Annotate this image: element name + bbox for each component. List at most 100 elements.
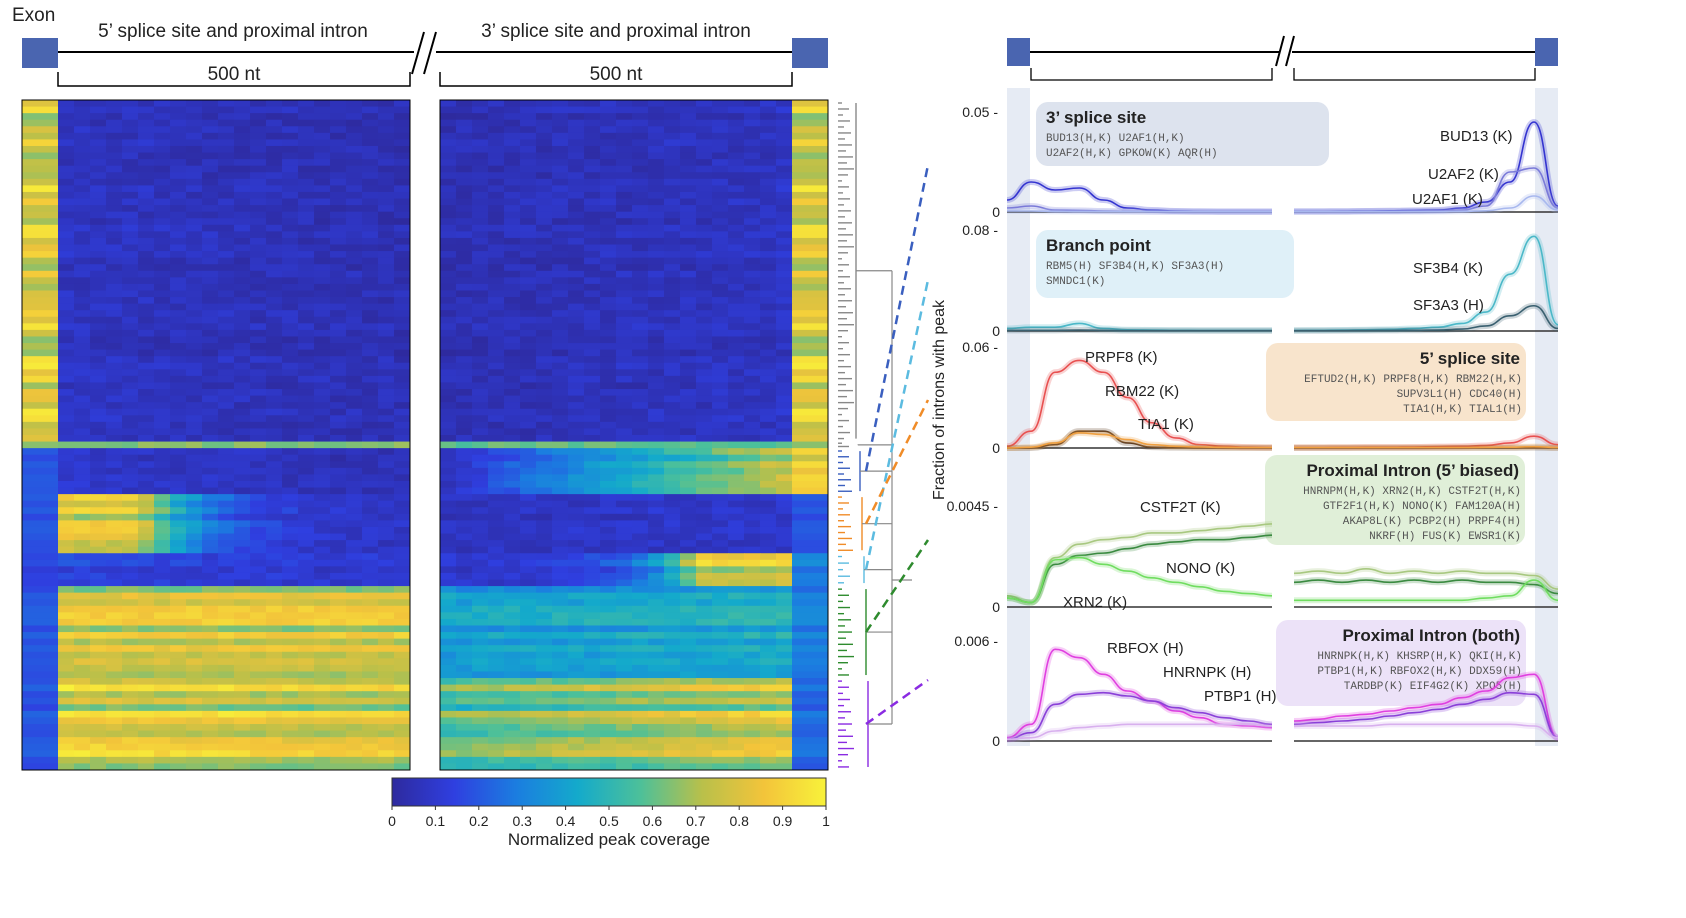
heatmap-cell xyxy=(202,277,219,285)
heatmap-cell xyxy=(616,126,633,134)
heatmap-cell xyxy=(664,586,681,594)
heatmap-cell xyxy=(584,126,601,134)
heatmap-cell xyxy=(154,205,171,213)
heatmap-cell xyxy=(504,145,521,154)
heatmap-cell xyxy=(552,165,569,173)
heatmap-cell xyxy=(600,533,617,541)
heatmap-cell xyxy=(696,369,713,377)
heatmap-cell xyxy=(456,487,473,495)
heatmap-cell xyxy=(536,704,553,712)
heatmap-cell xyxy=(520,369,537,377)
heatmap-cell xyxy=(616,283,633,291)
heatmap-cell xyxy=(792,126,828,134)
heatmap-cell xyxy=(696,237,713,246)
heatmap-cell xyxy=(122,218,139,226)
heatmap-cell xyxy=(776,290,793,298)
heatmap-cell xyxy=(600,500,617,508)
heatmap-cell xyxy=(74,132,91,140)
heatmap-row xyxy=(22,710,828,718)
heatmap-cell xyxy=(600,520,617,528)
heatmap-cell xyxy=(154,632,171,640)
heatmap-cell xyxy=(186,592,203,600)
heatmap-cell xyxy=(760,185,777,193)
heatmap-cell xyxy=(440,231,457,239)
heatmap-cell xyxy=(472,605,489,613)
heatmap-cell xyxy=(378,717,395,725)
heatmap-cell xyxy=(600,494,617,502)
heatmap-cell xyxy=(122,697,139,705)
heatmap-cell xyxy=(680,737,697,745)
heatmap-cell xyxy=(234,678,251,686)
heatmap-cell xyxy=(122,132,139,140)
heatmap-cell xyxy=(234,605,251,613)
heatmap-cell xyxy=(138,369,155,377)
heatmap-cell xyxy=(154,310,171,318)
heatmap-cell xyxy=(792,566,828,574)
heatmap-cell xyxy=(330,743,347,751)
heatmap-cell xyxy=(536,625,553,633)
heatmap-cell xyxy=(616,402,633,410)
heatmap-cell xyxy=(776,717,793,725)
heatmap-cell xyxy=(362,513,379,521)
heatmap-cell xyxy=(680,119,697,127)
heatmap-cell xyxy=(362,237,379,246)
heatmap-cell xyxy=(90,520,107,528)
heatmap-cell xyxy=(472,448,489,456)
heatmap-cell xyxy=(234,145,251,154)
heatmap-cell xyxy=(728,592,745,600)
heatmap-cell xyxy=(170,277,187,285)
heatmap-cell xyxy=(90,224,107,232)
heatmap-cell xyxy=(298,526,315,535)
heatmap-cell xyxy=(584,737,601,745)
heatmap-cell xyxy=(74,251,91,259)
heatmap-cell xyxy=(552,244,569,252)
heatmap-cell xyxy=(760,500,777,508)
heatmap-cell xyxy=(520,717,537,725)
heatmap-cell xyxy=(520,402,537,410)
heatmap-cell xyxy=(680,763,697,771)
heatmap-cell xyxy=(792,474,828,482)
heatmap-cell xyxy=(186,612,203,620)
heatmap-cell xyxy=(648,100,665,108)
heatmap-cell xyxy=(22,546,58,554)
heatmap-cell xyxy=(266,375,283,383)
heatmap-cell xyxy=(298,572,315,581)
heatmap-cell xyxy=(504,113,521,121)
heatmap-cell xyxy=(552,638,569,646)
heatmap-cell xyxy=(568,165,585,173)
heatmap-cell xyxy=(792,270,828,278)
heatmap-cell xyxy=(728,763,745,771)
heatmap-cell xyxy=(536,513,553,521)
heatmap-cell xyxy=(90,165,107,173)
heatmap-cell xyxy=(696,198,713,206)
heatmap-cell xyxy=(202,533,219,541)
heatmap-cell xyxy=(378,750,395,758)
heatmap-cell xyxy=(202,691,219,699)
heatmap-cell xyxy=(394,737,411,745)
heatmap-cell xyxy=(138,113,155,121)
heatmap-cell xyxy=(440,664,457,672)
heatmap-cell xyxy=(106,625,123,633)
heatmap-cell xyxy=(552,316,569,324)
heatmap-cell xyxy=(106,540,123,548)
heatmap-cell xyxy=(696,408,713,416)
heatmap-cell xyxy=(298,356,315,364)
heatmap-cell xyxy=(394,441,411,449)
heatmap-cell xyxy=(74,559,91,567)
heatmap-cell xyxy=(362,159,379,167)
heatmap-cell xyxy=(250,592,267,600)
heatmap-cell xyxy=(648,467,665,475)
heatmap-cell xyxy=(122,658,139,666)
heatmap-cell xyxy=(346,625,363,633)
heatmap-cell xyxy=(22,421,58,429)
heatmap-cell xyxy=(648,113,665,121)
heatmap-cell xyxy=(298,277,315,285)
heatmap-cell xyxy=(568,586,585,594)
heatmap-cell xyxy=(170,270,187,278)
heatmap-cell xyxy=(792,159,828,167)
heatmap-cell xyxy=(584,500,601,508)
heatmap-cell xyxy=(584,244,601,252)
heatmap-cell xyxy=(776,237,793,246)
heatmap-cell xyxy=(776,605,793,613)
heatmap-cell xyxy=(106,152,123,160)
